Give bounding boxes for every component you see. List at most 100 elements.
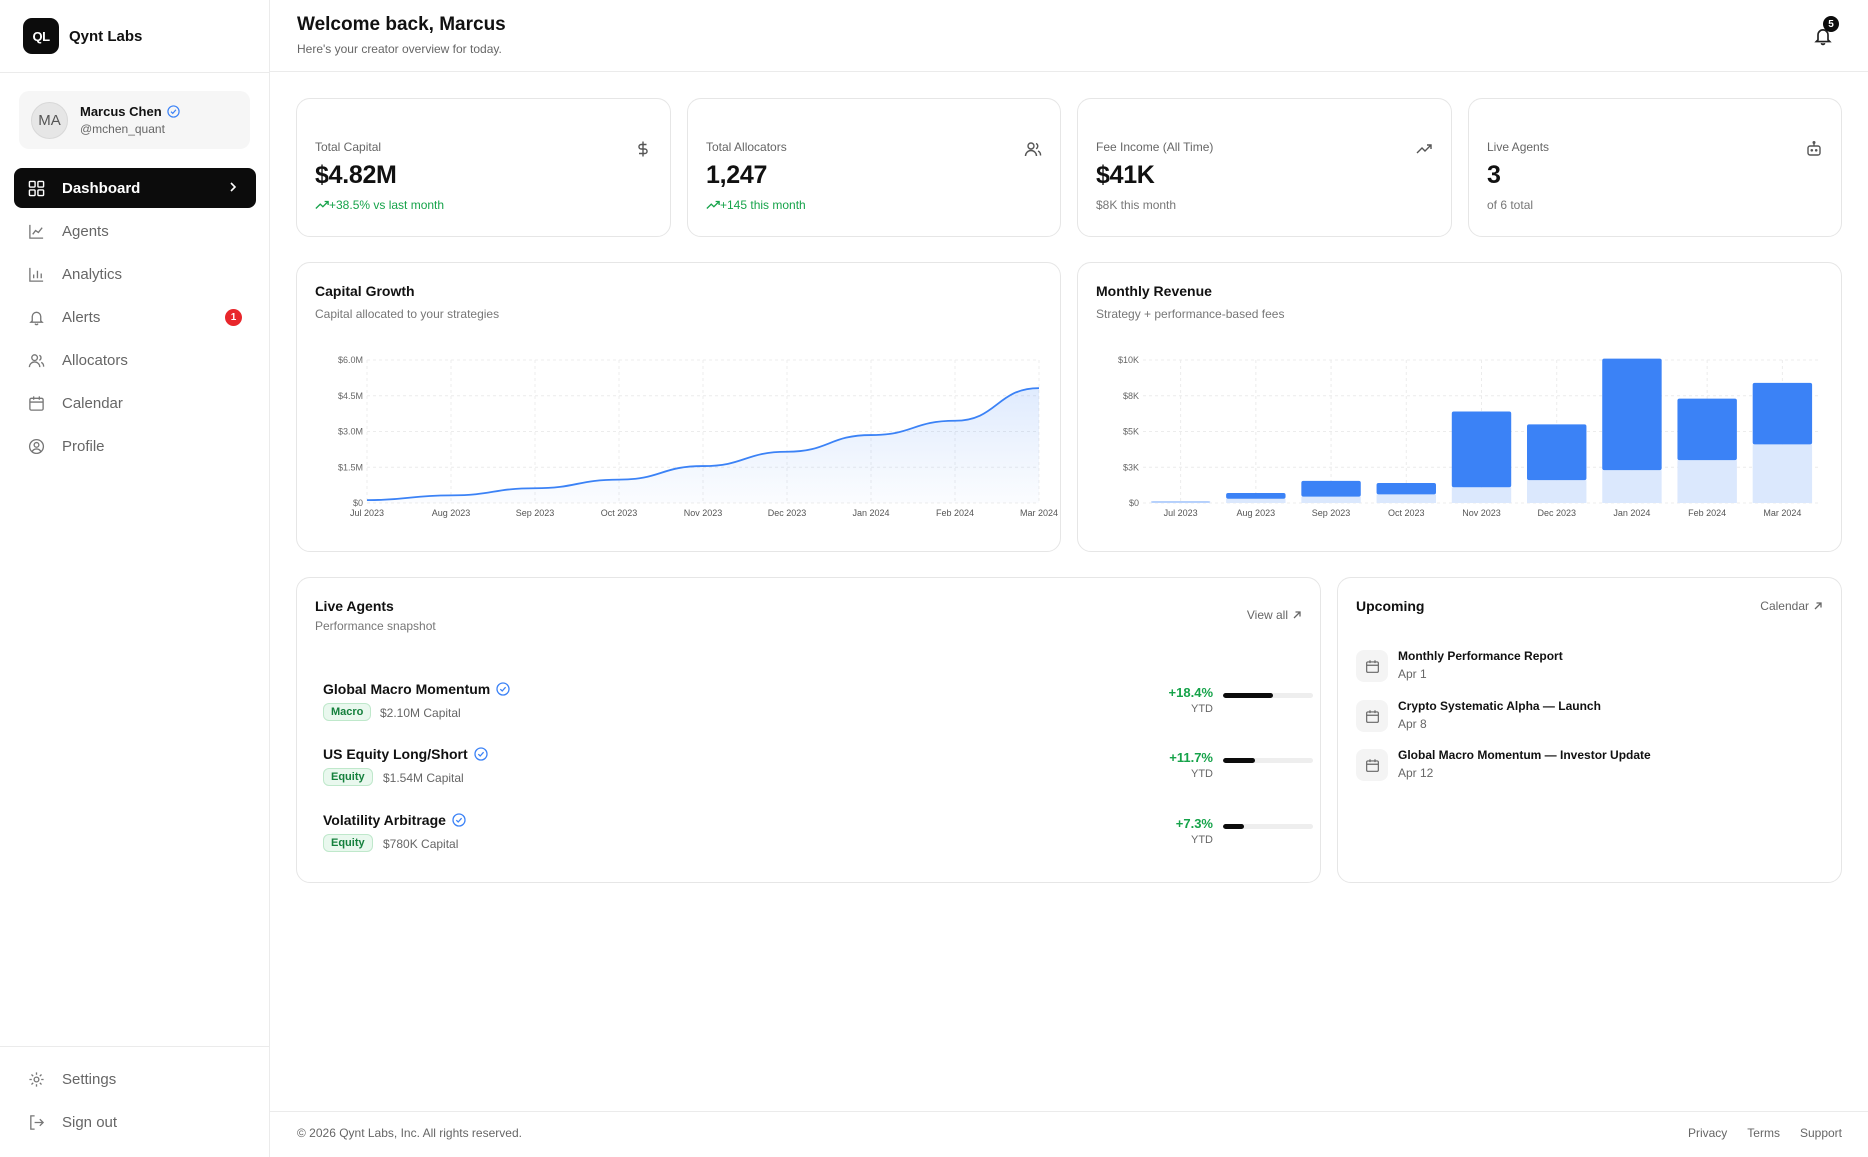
x-tick-label: Aug 2023 xyxy=(432,508,471,518)
agent-row[interactable]: Global Macro Momentum Macro $2.10M Capit… xyxy=(323,681,1313,733)
nav-item-profile[interactable]: Profile xyxy=(14,426,256,466)
revenue-bar-top xyxy=(1301,480,1361,497)
agent-progress-bar xyxy=(1223,824,1313,829)
x-tick-label: Jul 2023 xyxy=(350,508,384,518)
y-tick-label: $3K xyxy=(1123,462,1139,472)
brand[interactable]: QL Qynt Labs xyxy=(0,0,269,73)
card-title: Upcoming xyxy=(1356,598,1425,614)
verified-icon xyxy=(474,747,488,761)
nav-item-calendar[interactable]: Calendar xyxy=(14,383,256,423)
revenue-bar-top xyxy=(1527,424,1587,481)
footer-link-terms[interactable]: Terms xyxy=(1747,1126,1780,1140)
agent-row[interactable]: Volatility Arbitrage Equity $780K Capita… xyxy=(323,812,1313,864)
verified-icon xyxy=(166,105,180,118)
user-circle-icon xyxy=(27,437,45,455)
event-item[interactable]: Crypto Systematic Alpha — Launch Apr 8 xyxy=(1356,697,1816,737)
revenue-bar-base xyxy=(1226,498,1286,503)
agent-return: +18.4% xyxy=(1168,685,1213,700)
agent-capital: $780K Capital xyxy=(383,837,459,851)
x-tick-label: Mar 2024 xyxy=(1020,508,1058,518)
capital-area xyxy=(367,388,1039,503)
event-date: Apr 1 xyxy=(1398,667,1427,681)
nav-item-dashboard[interactable]: Dashboard xyxy=(14,168,256,208)
agent-name: Global Macro Momentum xyxy=(323,681,491,697)
x-tick-label: Dec 2023 xyxy=(768,508,807,518)
nav-item-allocators[interactable]: Allocators xyxy=(14,340,256,380)
revenue-bar-base xyxy=(1677,460,1737,503)
event-item[interactable]: Global Macro Momentum — Investor Update … xyxy=(1356,746,1816,786)
revenue-bar-top xyxy=(1226,492,1286,499)
footer-link-support[interactable]: Support xyxy=(1799,1126,1842,1140)
users-icon xyxy=(1024,142,1042,157)
brand-name: Qynt Labs xyxy=(69,27,143,45)
stat-card-total-allocators: Total Allocators 1,247 +145 this month xyxy=(687,98,1061,237)
stat-label: Live Agents xyxy=(1487,140,1550,154)
y-tick-label: $0 xyxy=(353,498,363,508)
event-title: Crypto Systematic Alpha — Launch xyxy=(1398,699,1601,713)
sidebar-bottom: Settings Sign out xyxy=(0,1046,269,1145)
capital-growth-chart: $0 $1.5M $3.0M $4.5M $6.0M Jul 2023 Aug 2023 Se… xyxy=(338,355,1058,518)
calendar-link[interactable]: Calendar xyxy=(1760,599,1823,613)
revenue-bar-base xyxy=(1301,496,1361,503)
profile-card[interactable]: MA Marcus Chen @mchen_quant xyxy=(19,91,250,149)
nav-item-settings[interactable]: Settings xyxy=(14,1059,255,1099)
page-subtitle: Here's your creator overview for today. xyxy=(297,42,502,56)
event-item[interactable]: Monthly Performance Report Apr 1 xyxy=(1356,647,1816,687)
nav-label: Alerts xyxy=(62,308,101,326)
card-subtitle: Performance snapshot xyxy=(315,619,436,633)
stat-sub: of 6 total xyxy=(1487,198,1534,212)
main-nav: Dashboard Agents Analytics Alerts 1 xyxy=(14,168,256,469)
upcoming-card: Upcoming Calendar Monthly Performance Re… xyxy=(1337,577,1842,883)
notifications-button[interactable]: 5 xyxy=(1810,16,1839,48)
agent-return: +11.7% xyxy=(1169,750,1213,765)
x-tick-label: Sep 2023 xyxy=(1312,508,1351,518)
calendar-icon xyxy=(1356,700,1388,732)
notification-count-badge: 5 xyxy=(1823,16,1839,32)
x-tick-label: Feb 2024 xyxy=(936,508,974,518)
x-tick-label: Oct 2023 xyxy=(1388,508,1425,518)
y-tick-label: $3.0M xyxy=(338,427,363,437)
bar-chart-icon xyxy=(27,265,45,283)
view-all-link[interactable]: View all xyxy=(1247,608,1302,622)
revenue-bar-base xyxy=(1150,502,1211,503)
agent-tag: Equity xyxy=(323,768,373,786)
stat-value: 1,247 xyxy=(706,161,768,189)
page-header: Welcome back, Marcus Here's your creator… xyxy=(270,0,1868,72)
footer-link-privacy[interactable]: Privacy xyxy=(1687,1126,1728,1140)
revenue-bar-top xyxy=(1677,398,1737,461)
revenue-bar-top xyxy=(1150,501,1211,503)
nav-label: Analytics xyxy=(62,265,123,283)
nav-item-agents[interactable]: Agents xyxy=(14,211,256,251)
dollar-icon xyxy=(638,141,648,157)
stat-value: $4.82M xyxy=(315,161,397,189)
x-tick-label: Jul 2023 xyxy=(1164,508,1198,518)
capital-line xyxy=(366,387,1040,502)
arrow-up-right-icon xyxy=(1293,611,1301,619)
avatar: MA xyxy=(31,101,68,139)
revenue-bar-top xyxy=(1451,411,1512,488)
page-title: Welcome back, Marcus xyxy=(297,14,506,35)
card-title: Monthly Revenue xyxy=(1096,283,1212,299)
x-tick-label: Nov 2023 xyxy=(1462,508,1501,518)
x-tick-label: Oct 2023 xyxy=(601,508,638,518)
nav-item-analytics[interactable]: Analytics xyxy=(14,254,256,294)
agent-progress-bar xyxy=(1223,693,1313,698)
event-title: Global Macro Momentum — Investor Update xyxy=(1398,748,1651,762)
stat-label: Total Allocators xyxy=(706,140,787,154)
trend-up-icon xyxy=(1416,144,1432,154)
view-all-label: View all xyxy=(1246,608,1288,622)
nav-label: Profile xyxy=(62,437,105,455)
revenue-bar-top xyxy=(1602,358,1662,471)
y-tick-label: $8K xyxy=(1123,391,1139,401)
agent-period: YTD xyxy=(1191,768,1213,780)
x-tick-label: Sep 2023 xyxy=(516,508,555,518)
sidebar: QL Qynt Labs MA Marcus Chen @mchen_quant… xyxy=(0,0,270,1157)
nav-item-alerts[interactable]: Alerts 1 xyxy=(14,297,256,337)
agent-row[interactable]: US Equity Long/Short Equity $1.54M Capit… xyxy=(323,746,1313,798)
nav-label: Allocators xyxy=(62,351,128,369)
x-tick-label: Jan 2024 xyxy=(1613,508,1650,518)
nav-item-sign-out[interactable]: Sign out xyxy=(14,1102,255,1142)
stat-label: Fee Income (All Time) xyxy=(1096,140,1214,154)
card-title: Capital Growth xyxy=(315,283,415,299)
revenue-bar-base xyxy=(1602,470,1662,503)
